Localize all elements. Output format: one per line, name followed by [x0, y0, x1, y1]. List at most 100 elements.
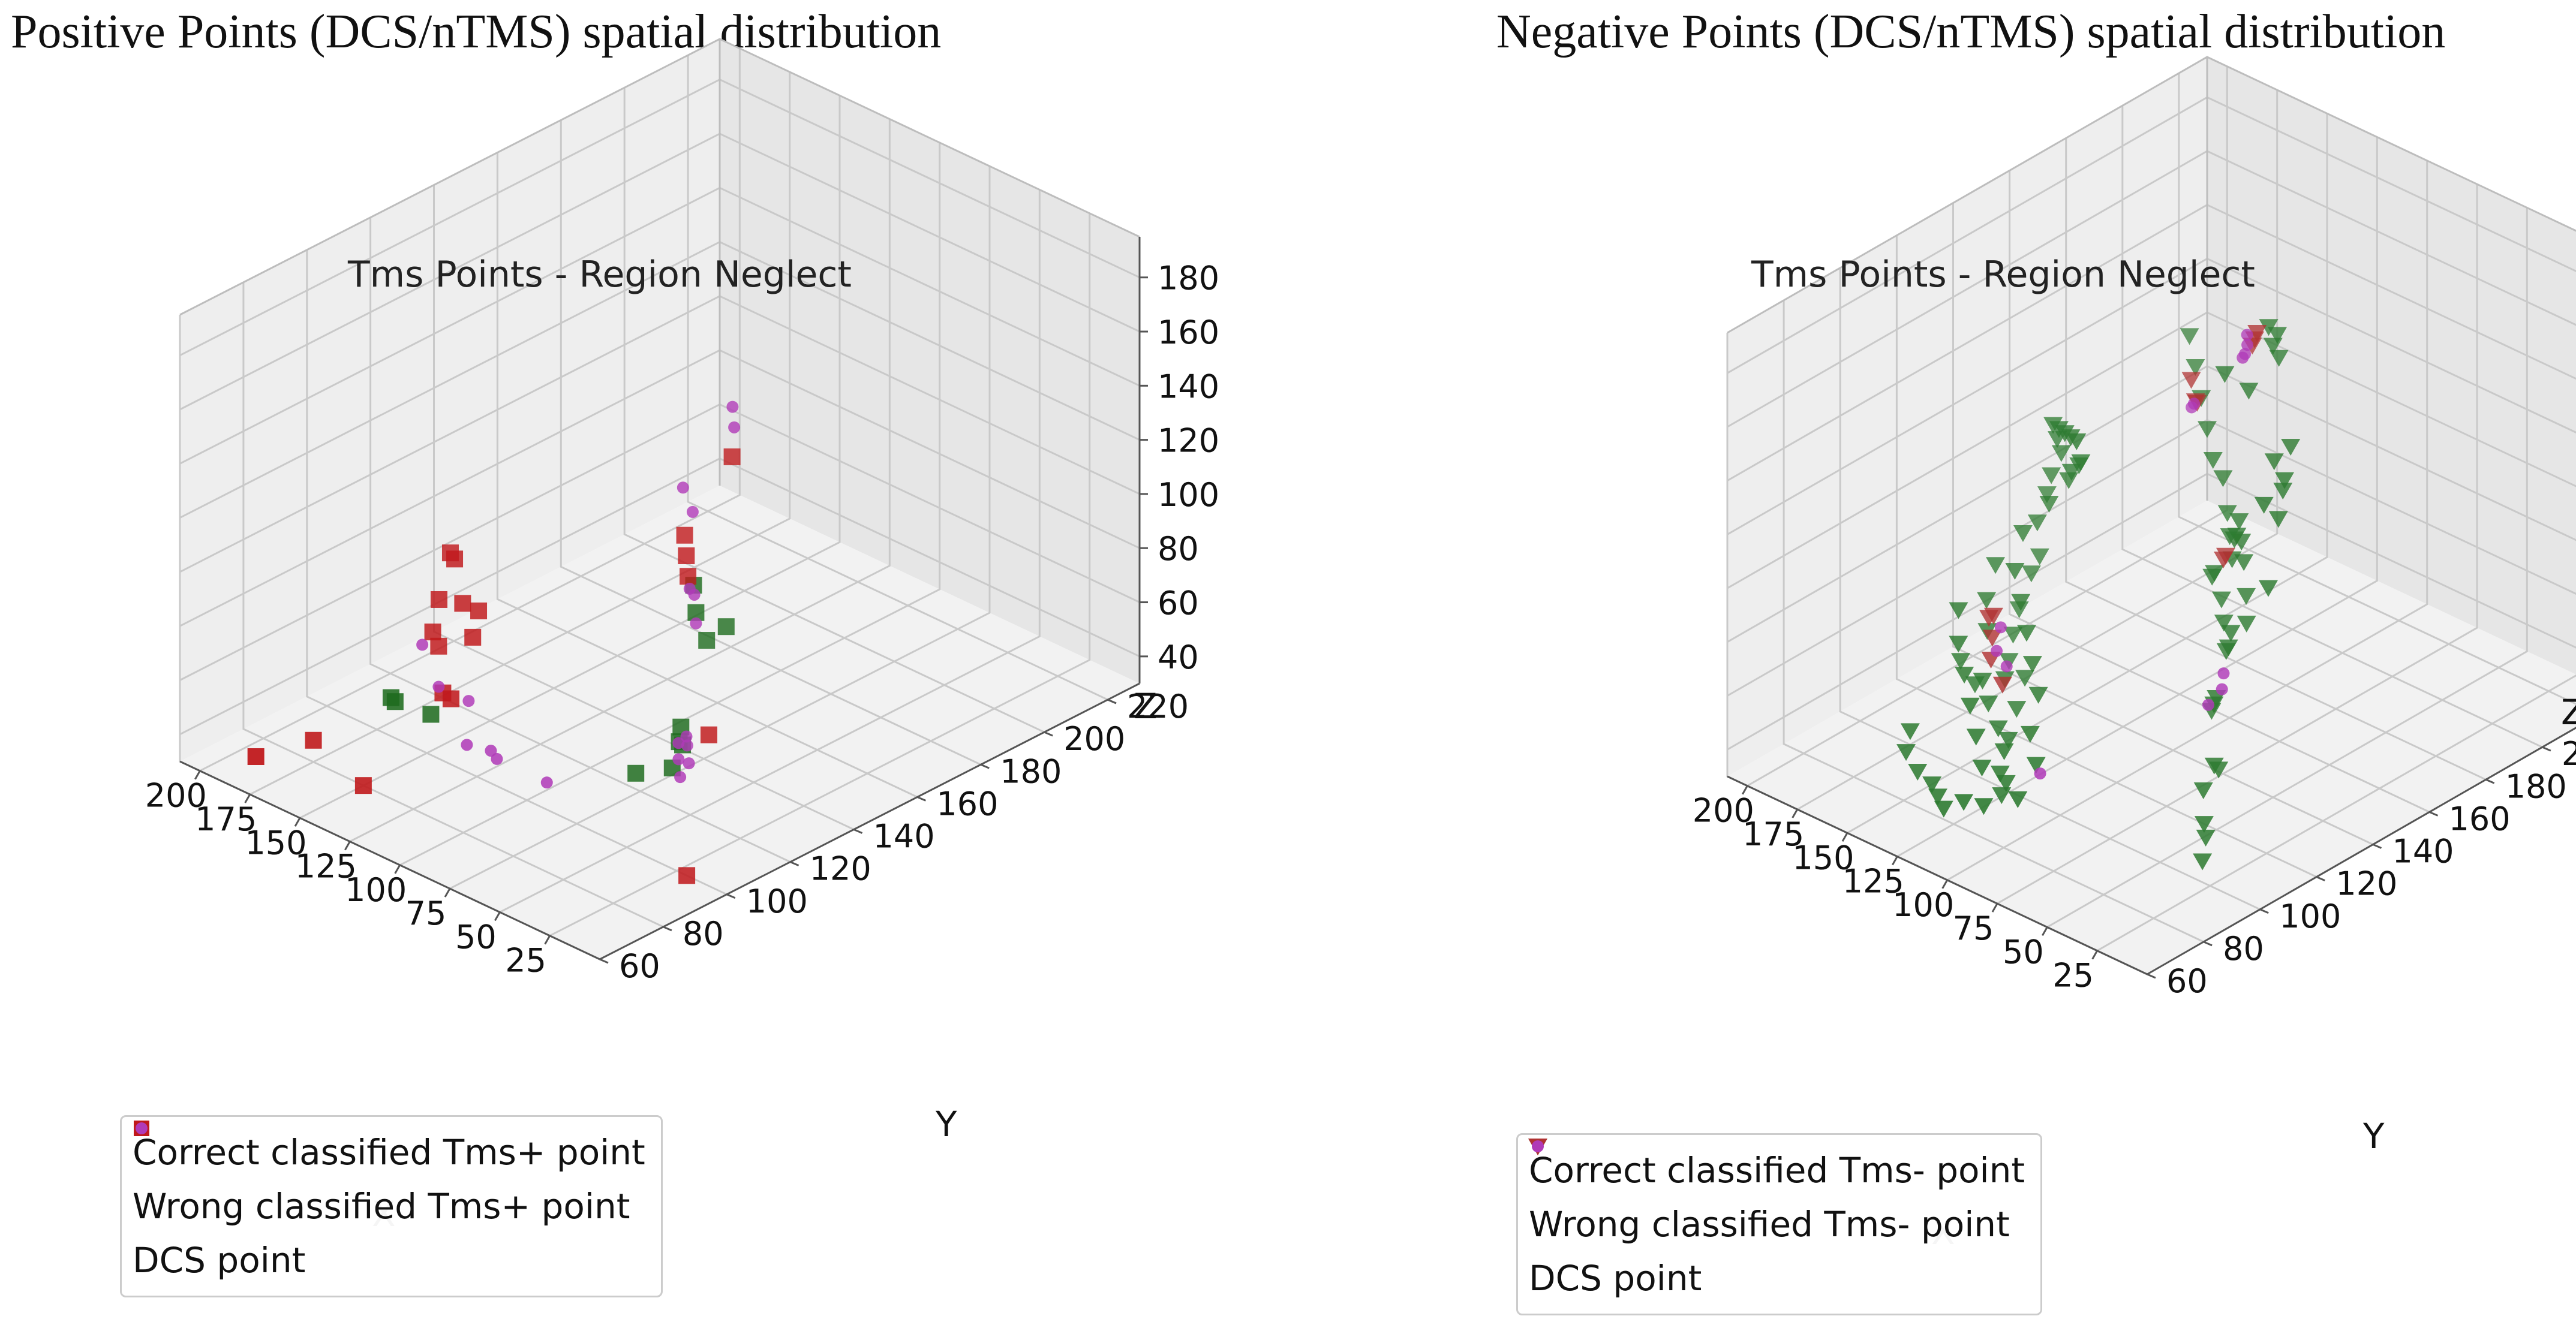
y-tick-label: 180	[1000, 752, 1062, 790]
data-point-triangle	[2281, 438, 2301, 456]
data-point-triangle	[2030, 548, 2049, 565]
data-point-triangle	[2180, 328, 2199, 345]
z-axis-label: Z	[2561, 692, 2576, 733]
data-point-dcs	[726, 400, 739, 413]
data-point-triangle	[2003, 627, 2023, 644]
data-point-square	[717, 618, 735, 636]
y-tick-label: 220	[1127, 688, 1189, 725]
x-tick-label: 25	[2052, 957, 2094, 995]
data-point-triangle	[1990, 766, 2010, 783]
y-tick-label: 60	[619, 947, 660, 985]
data-point-triangle	[2263, 338, 2283, 355]
x-tick-label: 150	[245, 824, 306, 862]
data-point-triangle	[2237, 588, 2256, 605]
data-point-triangle	[1979, 695, 1998, 713]
x-tick-mark	[444, 888, 451, 898]
y-tick-mark	[1044, 731, 1053, 737]
x-tick-mark	[544, 935, 551, 945]
data-point-triangle	[2268, 327, 2288, 344]
y-tick-label: 200	[1063, 720, 1125, 758]
legend-label-dcs: DCS point	[133, 1240, 306, 1281]
chart-panel-positive: 60 80 100 120 140 160 180 200 220 40 60 80 100 120 140…	[0, 0, 1260, 1319]
data-point-dcs	[2216, 683, 2228, 695]
data-point-triangle	[2027, 514, 2047, 532]
y-tick-mark	[726, 893, 736, 899]
data-point-triangle	[2048, 431, 2067, 448]
z-tick-label: 60	[1158, 585, 1199, 622]
x-tick-label: 125	[295, 848, 357, 886]
data-point-dcs	[1991, 645, 2003, 657]
x-tick-mark	[2091, 950, 2098, 960]
z-tick-label: 80	[1158, 530, 1199, 568]
x-tick-label: 200	[145, 777, 207, 815]
data-point-triangle	[2203, 452, 2223, 469]
data-point-square	[430, 591, 447, 608]
data-point-triangle	[2229, 513, 2249, 531]
left-figure-caption: Positive Points (DCS/nTMS) spatial distr…	[11, 5, 942, 58]
data-point-triangle	[2026, 757, 2046, 774]
data-point-triangle	[2217, 505, 2237, 522]
legend-row-dcs: DCS point	[1529, 1140, 2025, 1305]
data-point-triangle	[2273, 483, 2293, 500]
data-point-dcs	[674, 771, 687, 784]
data-point-square	[678, 867, 696, 884]
chart-title: Tms Points - Region Neglect	[347, 254, 852, 296]
data-point-triangle	[2007, 701, 2027, 718]
data-point-triangle	[1977, 592, 1997, 609]
data-point-square	[627, 764, 645, 782]
data-point-triangle	[2202, 568, 2222, 586]
y-tick-mark	[916, 796, 927, 802]
data-point-square	[422, 706, 440, 723]
data-point-triangle	[1951, 653, 1971, 670]
data-point-triangle	[2181, 372, 2201, 389]
y-tick-label: 120	[2335, 865, 2397, 903]
data-point-square	[678, 547, 695, 564]
data-point-dcs	[416, 639, 429, 651]
data-point-triangle	[2264, 453, 2284, 471]
x-tick-mark	[1991, 903, 1998, 913]
data-point-triangle	[1900, 723, 1920, 740]
y-tick-label: 100	[2279, 898, 2341, 935]
z-axis-label: Z	[1134, 686, 1158, 727]
data-point-triangle	[2020, 725, 2040, 743]
x-tick-label: 100	[345, 871, 407, 909]
data-point-triangle	[1908, 763, 1928, 781]
y-tick-mark	[790, 861, 799, 867]
data-point-dcs	[540, 776, 553, 789]
data-point-triangle	[2015, 670, 2035, 687]
data-point-triangle	[2193, 853, 2213, 871]
legend-row-wrong: Wrong classified Tms+ point	[133, 1121, 645, 1233]
data-point-triangle	[2198, 421, 2217, 438]
data-point-triangle	[1992, 787, 2012, 805]
data-point-triangle	[2193, 782, 2213, 799]
legend-row-wrong: Wrong classified Tms- point	[1528, 1139, 2025, 1251]
data-point-triangle	[2275, 472, 2295, 489]
y-tick-mark	[2372, 844, 2382, 849]
y-tick-label: 120	[810, 850, 871, 888]
data-point-triangle	[2214, 615, 2234, 632]
y-tick-mark	[599, 958, 609, 964]
data-point-triangle	[1986, 557, 2006, 574]
data-point-dcs	[1994, 621, 2007, 634]
z-tick-label: 180	[1158, 260, 1219, 297]
back-pane-x	[180, 39, 720, 761]
data-point-triangle	[2214, 552, 2234, 569]
data-point-dcs	[683, 757, 695, 770]
data-point-triangle	[1896, 744, 1916, 761]
data-point-triangle	[2042, 467, 2061, 484]
data-point-triangle	[2051, 445, 2071, 462]
data-point-triangle	[1949, 602, 1968, 619]
data-point-square	[454, 595, 471, 612]
data-point-triangle	[2254, 496, 2274, 514]
floor-pane	[1727, 501, 2576, 974]
legend-label-correct: Correct classified Tms- point	[1529, 1150, 2025, 1191]
y-tick-mark	[2259, 908, 2269, 914]
data-point-dcs	[690, 617, 702, 630]
gridline-x	[2096, 674, 2576, 952]
data-point-dcs	[485, 745, 497, 757]
data-point-dcs	[688, 588, 701, 601]
data-point-triangle	[1992, 676, 2012, 694]
x-tick-mark	[394, 865, 401, 874]
data-point-triangle	[2258, 580, 2278, 597]
data-point-triangle	[2186, 359, 2205, 377]
